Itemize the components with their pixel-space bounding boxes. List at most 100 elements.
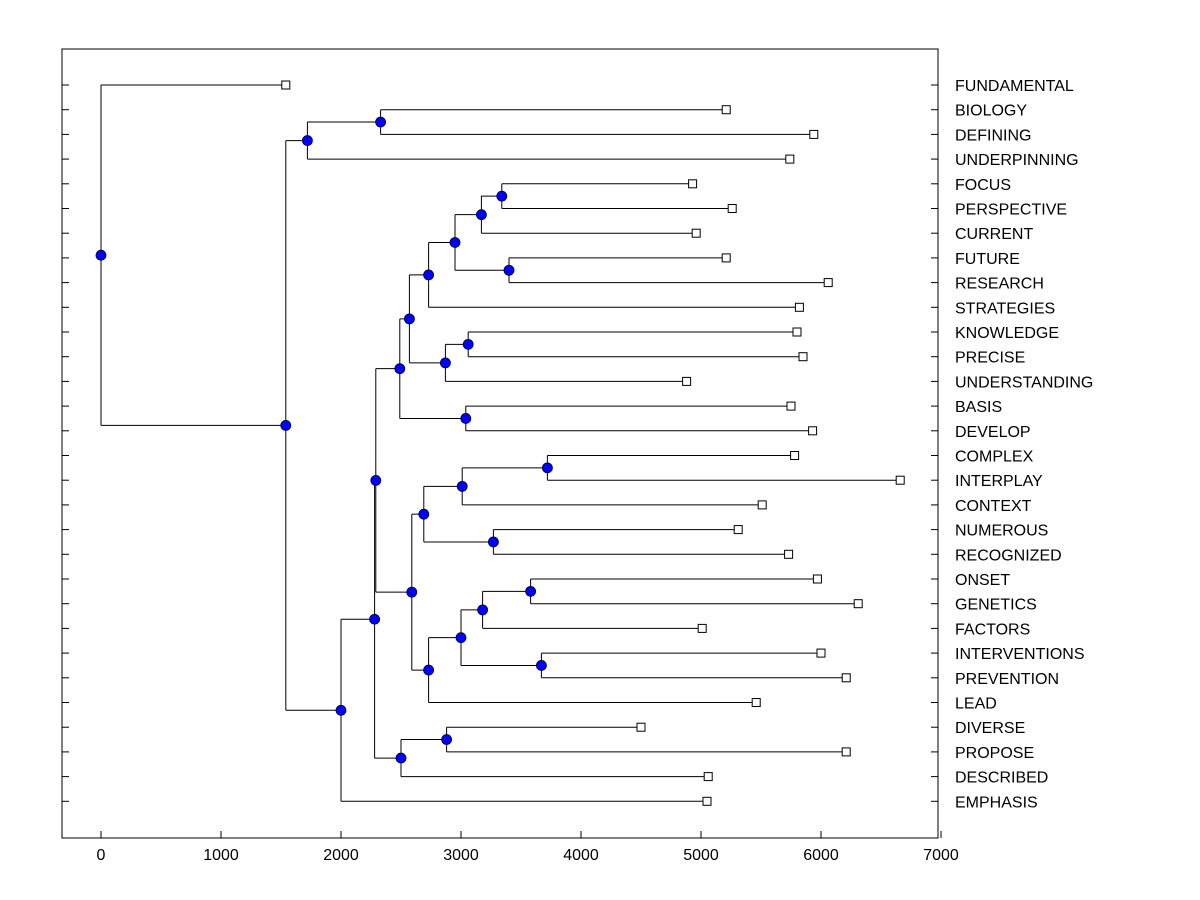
leaf-label: PREVENTION [955,671,1059,688]
leaf-label: RESEARCH [955,276,1044,293]
x-axis: 0 1000 2000 3000 4000 5000 6000 7000 [97,831,959,864]
leaf-label: RECOGNIZED [955,547,1062,564]
leaf-marker [636,722,646,732]
leaf-label: UNDERSTANDING [955,374,1093,391]
y-tick-marks [62,84,938,802]
leaf-label: STRATEGIES [955,300,1055,317]
merge-node [496,190,508,202]
merge-node [536,660,547,671]
leaf-label: GENETICS [955,597,1037,614]
leaf-marker [697,623,707,633]
leaf-label: COMPLEX [955,449,1034,466]
leaf-marker [757,500,767,510]
leaf-marker [727,204,737,213]
x-tick-label: 4000 [563,847,599,864]
leaf-marker [688,179,698,189]
leaf-marker [790,451,800,460]
leaf-label: FACTORS [955,621,1030,638]
x-tick-label: 5000 [683,847,719,864]
merge-node [95,249,107,261]
merge-node [423,664,435,676]
x-tick-label: 1000 [203,847,239,864]
leaf-marker [823,278,833,288]
leaf-marker [702,796,712,806]
merge-node [418,508,430,520]
merge-node [487,536,499,548]
x-tick-label: 7000 [923,847,959,864]
leaf-label: EMPHASIS [955,794,1038,811]
x-tick-label: 0 [97,847,106,864]
leaf-marker [733,525,743,535]
leaf-marker [751,698,761,707]
leaf-labels: FUNDAMENTAL BIOLOGY DEFINING UNDERPINNING FO… [955,78,1093,811]
leaf-marker [785,154,795,164]
merge-node [441,734,453,745]
leaf-label: BIOLOGY [955,103,1027,120]
leaf-marker [784,549,794,559]
merge-node [395,752,407,764]
plot-frame [61,48,939,839]
leaf-label: DIVERSE [955,720,1025,737]
leaf-marker [798,352,808,362]
leaf-marker [812,574,822,584]
leaf-marker [841,673,851,683]
leaf-marker [703,772,713,782]
leaf-marker [816,648,826,658]
leaf-label: UNDERPINNING [955,152,1079,169]
leaf-label: NUMEROUS [955,523,1048,540]
leaf-marker [841,747,851,757]
x-tick-label: 3000 [443,847,479,864]
merge-node [525,585,536,597]
leaf-label: DESCRIBED [955,770,1048,787]
leaf-marker [721,253,731,263]
leaf-marker [853,599,863,609]
leaf-marker [792,327,802,337]
merge-node [335,704,347,716]
leaf-label: BASIS [955,399,1002,416]
merge-node [370,474,382,486]
merge-node [503,264,515,276]
leaf-label: FOCUS [955,177,1011,194]
leaf-marker [895,475,905,485]
leaf-marker [809,129,819,139]
x-tick-label: 6000 [803,847,839,864]
merge-node [375,116,387,128]
leaf-label: DEFINING [955,127,1031,144]
merge-node [406,586,418,598]
merge-node [280,420,292,431]
leaf-label: PERSPECTIVE [955,202,1067,219]
leaf-label: PRECISE [955,350,1025,367]
merge-node [423,269,435,281]
leaf-label: LEAD [955,696,997,713]
merge-node [462,338,474,350]
leaf-label: DEVELOP [955,424,1031,441]
leaf-label: CONTEXT [955,498,1032,515]
merge-node [456,480,468,492]
leaf-marker [786,401,796,411]
merge-node [439,357,451,369]
leaf-marker [691,228,701,238]
merge-node [455,632,467,644]
leaf-marker [721,105,731,115]
merge-node [301,135,313,146]
merge-node [403,313,415,325]
leaf-marker [682,376,692,386]
merge-node [460,413,472,424]
merge-node [477,604,489,616]
leaf-label: FUTURE [955,251,1020,268]
leaf-marker [808,426,818,436]
leaf-markers [281,80,905,806]
leaf-label: PROPOSE [955,745,1034,762]
merge-node [542,462,553,474]
leaf-label: FUNDAMENTAL [955,78,1074,95]
merge-node [475,209,487,221]
x-tick-label: 2000 [323,847,359,864]
merge-node [394,363,406,375]
merge-node [449,237,461,248]
merge-nodes [95,116,553,764]
leaf-label: INTERVENTIONS [955,646,1085,663]
leaf-marker [281,80,291,90]
leaf-label: CURRENT [955,226,1033,243]
leaf-label: INTERPLAY [955,473,1043,490]
